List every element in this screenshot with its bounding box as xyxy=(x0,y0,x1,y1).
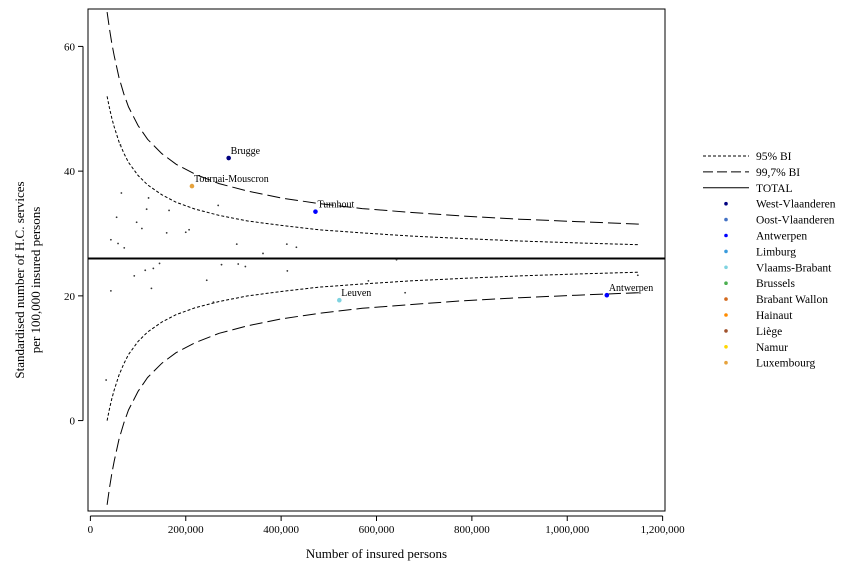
y-tick-label: 20 xyxy=(64,291,76,303)
x-tick-label: 600,000 xyxy=(359,524,395,536)
data-point xyxy=(133,275,136,277)
data-point xyxy=(123,246,126,249)
data-point xyxy=(244,265,247,268)
data-point xyxy=(295,246,298,249)
data-point xyxy=(145,208,148,211)
data-point xyxy=(367,279,370,282)
band-99-upper-line xyxy=(106,12,639,225)
band-95-lower-line xyxy=(106,271,639,421)
data-point xyxy=(188,228,190,231)
legend-marker xyxy=(724,265,728,270)
data-point xyxy=(184,231,187,234)
legend-label: Limburg xyxy=(756,246,796,258)
y-tick-label: 40 xyxy=(64,166,76,178)
band-99-lower-line xyxy=(106,292,639,505)
legend-marker xyxy=(724,233,728,238)
data-point-label: Tournai-Mouscron xyxy=(194,174,269,185)
data-point xyxy=(212,301,215,303)
x-tick-label: 400,000 xyxy=(263,524,299,536)
data-point xyxy=(286,270,289,272)
legend-label: 99,7% BI xyxy=(756,167,800,179)
data-point xyxy=(636,274,639,277)
legend-label: TOTAL xyxy=(756,183,793,195)
data-point xyxy=(217,204,220,207)
data-point-labeled xyxy=(604,292,610,298)
legend-label: Vlaams-Brabant xyxy=(756,262,832,274)
axes: 0 200,000 400,000 600,000 800,000 1,000,000 1,… xyxy=(12,41,685,561)
legend-marker xyxy=(724,360,728,365)
legend-marker xyxy=(724,345,728,349)
data-point xyxy=(140,227,143,230)
data-point xyxy=(205,279,208,282)
data-point xyxy=(404,291,407,294)
data-point xyxy=(119,144,122,146)
legend-marker xyxy=(724,329,728,333)
legend: 95% BI 99,7% BI TOTAL West-Vlaanderen Oost-V… xyxy=(703,151,836,370)
data-point xyxy=(150,287,153,290)
data-point-label: Turnhout xyxy=(317,200,354,211)
x-tick-label: 0 xyxy=(88,524,94,536)
y-axis-title-line: per 100,000 insured persons xyxy=(28,207,43,354)
data-point-label: Brugge xyxy=(231,146,261,157)
x-tick-label: 1,200,000 xyxy=(641,524,686,536)
legend-label: Namur xyxy=(756,342,788,354)
legend-marker xyxy=(724,201,728,206)
band-95-upper-line xyxy=(106,96,639,246)
x-axis-title: Number of insured persons xyxy=(306,546,447,561)
legend-marker xyxy=(724,281,728,286)
data-point xyxy=(105,379,108,381)
legend-label: Brabant Wallon xyxy=(756,294,828,306)
x-tick-label: 800,000 xyxy=(454,524,490,536)
data-point xyxy=(285,243,288,245)
y-axis-title: Standardised number of H.C. servicesper … xyxy=(12,181,43,378)
data-point-labeled xyxy=(189,183,195,189)
data-point-label: Antwerpen xyxy=(609,283,653,294)
y-axis-title-line: Standardised number of H.C. services xyxy=(12,181,27,378)
y-tick-label: 0 xyxy=(70,416,76,428)
legend-marker xyxy=(724,249,728,254)
legend-marker xyxy=(724,313,728,317)
y-tick-label: 60 xyxy=(64,41,76,53)
data-point xyxy=(237,263,240,265)
data-point xyxy=(120,192,123,194)
plot-frame xyxy=(87,8,666,512)
data-point xyxy=(395,258,398,261)
legend-marker xyxy=(724,297,728,301)
legend-label: 95% BI xyxy=(756,151,792,163)
data-point-labeled xyxy=(313,209,318,214)
data-point xyxy=(262,252,264,255)
legend-label: Hainaut xyxy=(756,310,793,322)
data-point xyxy=(109,238,112,241)
data-point-labeled xyxy=(337,297,342,303)
legend-label: Luxembourg xyxy=(756,358,815,370)
legend-marker xyxy=(724,217,728,222)
legend-label: Brussels xyxy=(756,278,796,290)
legend-label: West-Vlaanderen xyxy=(756,199,836,211)
plot-area: Brugge Tournai-Mouscron Turnhout Leuven Antw… xyxy=(87,8,666,512)
data-point xyxy=(115,216,118,219)
data-point xyxy=(135,221,138,224)
data-point-label: Leuven xyxy=(341,288,371,299)
x-tick-label: 200,000 xyxy=(168,524,204,536)
data-point xyxy=(158,262,161,265)
data-point xyxy=(117,242,119,245)
data-point xyxy=(144,269,147,272)
data-point xyxy=(147,197,150,199)
legend-label: Oost-Vlaanderen xyxy=(756,215,835,227)
data-point xyxy=(152,267,155,270)
data-point xyxy=(235,243,238,245)
legend-label: Liège xyxy=(756,326,782,338)
legend-label: Antwerpen xyxy=(756,231,807,243)
data-point xyxy=(220,263,223,266)
data-point xyxy=(168,209,170,212)
data-point xyxy=(109,289,112,292)
data-point-labeled xyxy=(226,155,231,161)
data-point xyxy=(165,231,168,234)
x-tick-label: 1,000,000 xyxy=(545,524,590,536)
